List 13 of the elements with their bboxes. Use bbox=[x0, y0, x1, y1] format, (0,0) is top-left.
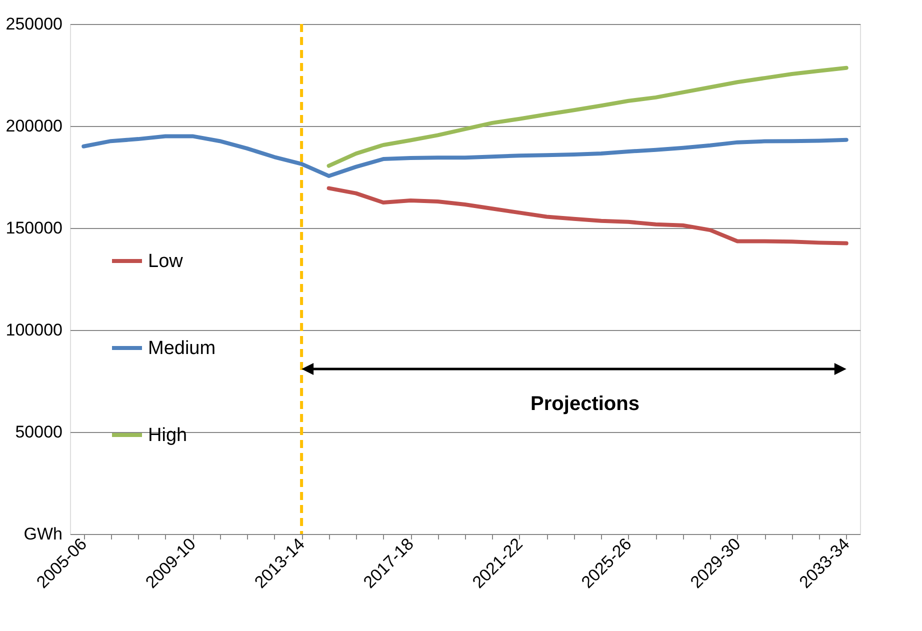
y-tick-label: 250000 bbox=[6, 14, 62, 34]
y-tick-label: 100000 bbox=[6, 320, 62, 340]
legend-label: High bbox=[148, 425, 188, 446]
y-tick-label: 50000 bbox=[15, 422, 62, 442]
line-series bbox=[326, 186, 848, 246]
y-tick-label: 200000 bbox=[6, 116, 62, 136]
annotation: Projections bbox=[530, 393, 640, 415]
legend-label: Low bbox=[148, 251, 184, 272]
y-tick-label: GWh bbox=[24, 524, 62, 544]
line-series bbox=[82, 134, 848, 178]
line-series bbox=[326, 66, 848, 168]
y-tick-label: 150000 bbox=[6, 218, 62, 238]
legend-label: Medium bbox=[148, 338, 216, 359]
